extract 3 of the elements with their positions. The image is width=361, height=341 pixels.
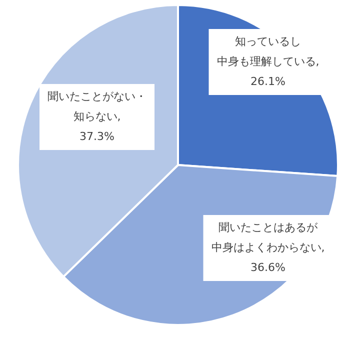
slice-label: 聞いたことがない・知らない,37.3% bbox=[40, 84, 154, 150]
slice-label: 知っているし中身も理解している,26.1% bbox=[208, 29, 328, 95]
slice-label: 聞いたことはあるが中身はよくわからない,36.6% bbox=[203, 215, 333, 281]
